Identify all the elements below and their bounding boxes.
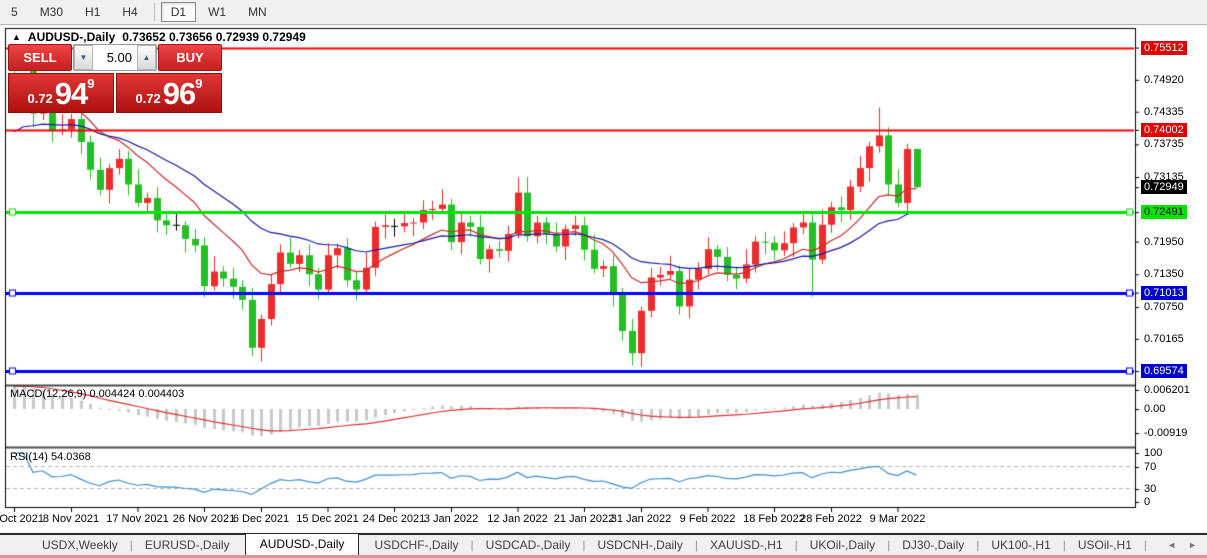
date-axis-label: 8 Nov 2021: [42, 513, 100, 525]
timeframe-button-w1[interactable]: W1: [208, 5, 227, 19]
sell-price-small: 0.72: [27, 91, 53, 106]
price-axis-label-0_70165: 0.70165: [1144, 333, 1184, 345]
one-click-trade-widget: SELL ▼ ▲ BUY 0.72 94 9 0.72 96 9: [8, 44, 222, 113]
symbol-tab-ukoil-daily[interactable]: UKOil-,Daily: [809, 538, 876, 552]
symbol-tab-usdcad-daily[interactable]: USDCAD-,Daily: [485, 538, 571, 552]
indicator-axis-label: 0.00: [1144, 403, 1166, 415]
timeframe-toolbar: 5 M30 H1 H4 D1 W1 MN: [0, 0, 1207, 25]
tab-divider: |: [794, 538, 798, 552]
sell-price-big: 94: [54, 76, 88, 111]
indicator-axis-label: 30: [1144, 483, 1157, 495]
buy-price-button[interactable]: 0.72 96 9: [116, 73, 222, 113]
symbol-tab-xauusd-h1[interactable]: XAUUSD-,H1: [709, 538, 783, 552]
volume-decrease-icon[interactable]: ▼: [74, 45, 93, 70]
bottom-edge-strip: [0, 555, 1207, 558]
timeframe-button-5[interactable]: 5: [11, 5, 18, 19]
timeframe-button-m30[interactable]: M30: [39, 5, 64, 19]
price-axis-label-0_70750: 0.70750: [1144, 301, 1184, 313]
price-axis-label-0_75512: 0.75512: [1141, 41, 1187, 55]
symbol-tab-usdcnh-daily[interactable]: USDCNH-,Daily: [597, 538, 683, 552]
date-axis-label: 17 Nov 2021: [106, 513, 169, 525]
date-axis-label: 9 Mar 2022: [869, 513, 926, 525]
volume-spinner: ▼ ▲: [73, 44, 157, 71]
timeframe-button-h4[interactable]: H4: [122, 5, 138, 19]
timeframe-button-mn[interactable]: MN: [248, 5, 267, 19]
toolbar-separator: [153, 3, 155, 21]
price-axis-label-0_74335: 0.74335: [1144, 106, 1184, 118]
tab-divider: |: [887, 538, 891, 552]
date-axis-label: 18 Feb 2022: [743, 513, 805, 525]
symbol-tab-dj30-daily[interactable]: DJ30-,Daily: [902, 538, 965, 552]
timeframe-button-h1[interactable]: H1: [85, 5, 101, 19]
date-axis-label: 9 Feb 2022: [679, 513, 736, 525]
date-axis-label: 21 Jan 2022: [553, 513, 615, 525]
tab-divider: |: [129, 538, 133, 552]
symbol-tab-usoil-h1[interactable]: USOil-,H1: [1077, 538, 1132, 552]
chart-symbol-header: ▲ AUDUSD-,Daily 0.73652 0.73656 0.72939 …: [12, 30, 306, 44]
date-axis-label: 6 Dec 2021: [232, 513, 290, 525]
tab-divider: |: [1143, 538, 1148, 552]
price-axis-label-0_72949: 0.72949: [1141, 180, 1187, 194]
rsi-indicator-label: RSI(14) 54.0368: [10, 451, 91, 463]
date-axis-label: 3 Jan 2022: [423, 513, 479, 525]
date-axis-label: 24 Dec 2021: [362, 513, 426, 525]
volume-input[interactable]: [93, 45, 137, 70]
chart-ohlc-values: 0.73652 0.73656 0.72939 0.72949: [122, 30, 306, 44]
symbol-tab-bar: USDX,Weekly | EURUSD-,Daily | AUDUSD-,Daily |…: [0, 533, 1207, 555]
symbol-tab-usdx-weekly[interactable]: USDX,Weekly: [42, 538, 118, 552]
price-axis-label-0_71013: 0.71013: [1141, 286, 1187, 300]
sell-price-sup: 9: [87, 76, 95, 91]
sell-price-button[interactable]: 0.72 94 9: [8, 73, 114, 113]
symbol-tab-audusd-daily[interactable]: AUDUSD-,Daily: [244, 533, 360, 555]
date-axis-label: 15 Dec 2021: [296, 513, 359, 525]
symbol-tab-usdchf-daily[interactable]: USDCHF-,Daily: [374, 538, 459, 552]
date-axis-label: 26 Nov 2021: [172, 513, 236, 525]
date-axis-label: 29 Oct 2021: [0, 513, 44, 525]
price-axis-label-0_74002: 0.74002: [1141, 123, 1187, 137]
date-axis-label: 28 Feb 2022: [800, 513, 862, 525]
tab-divider: |: [582, 538, 586, 552]
tab-scroll-left-icon[interactable]: ◄: [1167, 540, 1177, 550]
sell-button[interactable]: SELL: [8, 44, 72, 71]
timeframe-button-d1[interactable]: D1: [160, 2, 197, 22]
macd-indicator-label: MACD(12,26,9) 0.004424 0.004403: [10, 388, 185, 400]
tab-divider: |: [694, 538, 698, 552]
chart-symbol-title: AUDUSD-,Daily: [27, 30, 116, 44]
buy-button[interactable]: BUY: [158, 44, 222, 71]
indicator-axis-label: 70: [1144, 461, 1157, 473]
price-axis-label-0_74920: 0.74920: [1144, 74, 1184, 86]
indicator-axis-label: -0.00919: [1144, 427, 1188, 439]
date-axis-label: 31 Jan 2022: [610, 513, 672, 525]
symbol-tab-uk100-h1[interactable]: UK100-,H1: [991, 538, 1051, 552]
tab-divider: |: [470, 538, 474, 552]
price-axis-label-0_72491: 0.72491: [1141, 205, 1187, 219]
indicator-axis-label: 100: [1144, 447, 1163, 459]
indicator-axis-label: 0: [1144, 496, 1151, 508]
buy-price-small: 0.72: [135, 91, 161, 106]
price-axis-label-0_71350: 0.71350: [1144, 268, 1184, 280]
collapse-triangle-icon[interactable]: ▲: [12, 32, 21, 42]
tab-divider: |: [1062, 538, 1066, 552]
tab-scroll-controls: ◄ ►: [1167, 540, 1207, 555]
price-axis-label-0_69574: 0.69574: [1141, 364, 1187, 378]
tab-divider: |: [976, 538, 980, 552]
symbol-tab-eurusd-daily[interactable]: EURUSD-,Daily: [144, 538, 230, 552]
buy-price-sup: 9: [195, 76, 203, 91]
price-axis-label-0_71950: 0.71950: [1144, 236, 1184, 248]
tabs-host: USDX,Weekly | EURUSD-,Daily | AUDUSD-,Daily |…: [30, 533, 1148, 555]
tab-scroll-right-icon[interactable]: ►: [1188, 540, 1197, 550]
date-axis-label: 12 Jan 2022: [487, 513, 548, 525]
volume-increase-icon[interactable]: ▲: [137, 45, 156, 70]
buy-price-big: 96: [162, 76, 196, 111]
indicator-axis-label: 0.006201: [1144, 384, 1190, 396]
price-axis-label-0_73735: 0.73735: [1144, 138, 1184, 150]
